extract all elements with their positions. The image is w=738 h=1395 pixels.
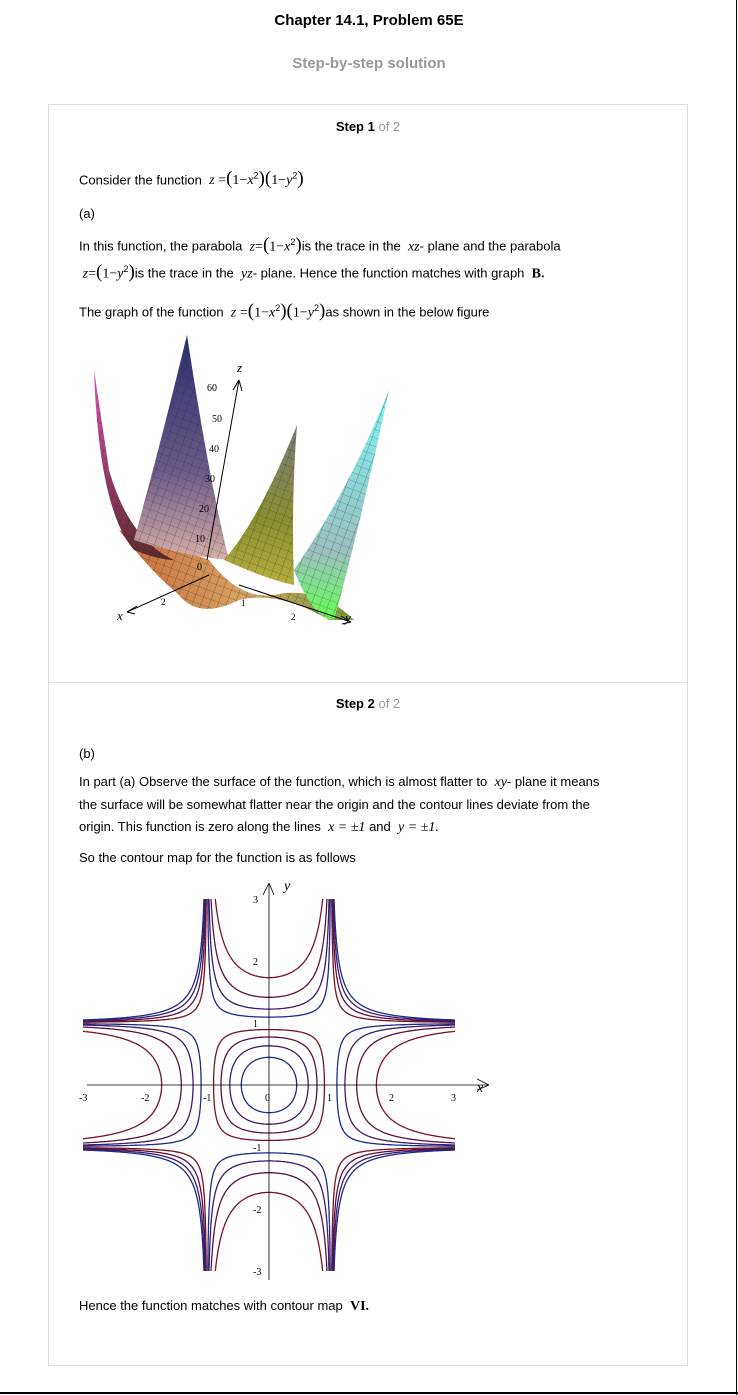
map-answer: VI. [350,1299,370,1314]
contour-y-tick: 2 [253,957,258,968]
contour-x-tick: 0 [265,1093,270,1104]
y-tick-2: 2 [291,612,296,622]
contour-level-line [82,898,456,1272]
function-expression: z =(1−x2)(1−y2) [209,168,304,190]
step-1-intro: Consider the function z =(1−x2)(1−y2) [79,165,659,192]
step-divider [49,682,687,683]
contour-level-line [83,899,455,1271]
step-2-conclusion: Hence the function matches with contour … [79,1295,659,1318]
x-tick-2: 2 [161,597,166,607]
page-bottom-border [0,1392,738,1394]
step-1-graph-intro: The graph of the function z =(1−x2)(1−y2… [79,300,490,322]
z-axis-line [206,379,240,561]
plane-xz: xz [407,239,420,255]
page-right-border [736,0,737,1395]
p2-text3: the surface will be somewhat flatter nea… [79,797,590,812]
contour-x-tick: -1 [203,1093,211,1104]
zero-line-x: x = ±1 [328,820,366,835]
contour-level-line [83,899,455,1271]
z-tick-0: 0 [197,562,202,573]
p2-and: and [369,819,391,834]
y-axis-line [238,584,352,623]
contour-map-figure: y x -3 -2 -1 0 1 2 3 3 2 1 -1 -2 -3 [79,879,490,1280]
zero-line-y: y = ±1. [398,820,439,835]
contour-x-tick: -2 [141,1093,149,1104]
x-axis-label: x [116,608,123,623]
z-tick-40: 40 [209,444,219,455]
y-axis-label: y [343,610,351,625]
page-title: Chapter 14.1, Problem 65E [274,12,464,29]
p2-text4: origin. This function is zero along the … [79,819,321,834]
p1-text6: The graph of the function [79,304,224,320]
surface-3d-figure: z 60 50 40 30 20 10 0 x 2 y 1 2 [94,335,389,625]
contour-x-tick: -3 [79,1093,87,1104]
contour-level-line [83,899,455,1271]
p1-text1: In this function, the parabola [79,238,243,254]
p1-text4: is the trace in the [134,265,234,281]
z-tick-10: 10 [195,534,205,545]
p1-text5: - plane. Hence the function matches with… [252,265,525,281]
z-axis-label: z [236,360,242,375]
page-subtitle: Step-by-step solution [292,55,446,72]
step-1-label: Step 1 [335,119,375,134]
step-2-label: Step 2 [335,696,375,711]
intro-text: Consider the function [79,172,202,188]
contour-x-label: x [476,1081,484,1096]
p1-text2: is the trace in the [301,238,401,254]
p2-text2: - plane it means [506,774,600,789]
plane-yz: yz [241,266,253,282]
z-tick-50: 50 [212,414,222,425]
contour-y-tick: -3 [253,1267,261,1278]
contour-y-tick: -2 [253,1205,261,1216]
contour-lines [82,898,456,1272]
z-tick-30: 30 [205,474,215,485]
contour-y-label: y [282,879,291,894]
contour-x-tick: 3 [451,1093,456,1104]
step-1-of-label: of 2 [378,119,401,134]
contour-y-tick: -1 [253,1143,261,1154]
part-b-label: (b) [79,746,95,761]
part-a-label: (a) [79,206,95,221]
contour-x-tick: 1 [327,1093,332,1104]
contour-x-tick: 2 [389,1093,394,1104]
conclusion-text: Hence the function matches with contour … [79,1298,343,1313]
step-2-of-label: of 2 [378,696,401,711]
graph-answer: B. [531,266,545,282]
p2-text1: In part (a) Observe the surface of the f… [79,774,488,789]
plane-xy: xy [494,775,507,790]
contour-y-tick: 1 [253,1019,258,1030]
step-1-header: Step 1 of 2 [49,119,687,134]
z-tick-60: 60 [207,383,217,394]
p1-text7: as shown in the below figure [325,304,490,320]
solution-card: Step 1 of 2 Consider the function z =(1−… [48,104,688,1366]
contour-intro: So the contour map for the function is a… [79,850,356,865]
contour-y-tick: 3 [253,895,258,906]
contour-level-line [83,899,455,1271]
z-tick-20: 20 [199,504,209,515]
contour-level-line [82,898,456,1272]
x-axis-line [126,574,210,613]
p1-text3: - plane and the parabola [419,238,561,254]
contour-ticks: -3 -2 -1 0 1 2 3 3 2 1 -1 -2 -3 [79,895,456,1278]
contour-level-line [82,898,456,1272]
y-tick-1: 1 [241,598,246,608]
step-2-header: Step 2 of 2 [49,696,687,711]
step-2-paragraph: In part (a) Observe the surface of the f… [79,771,659,839]
contour-level-line [82,898,456,1272]
step-1-paragraph: In this function, the parabola z=(1−x2)i… [79,234,561,283]
